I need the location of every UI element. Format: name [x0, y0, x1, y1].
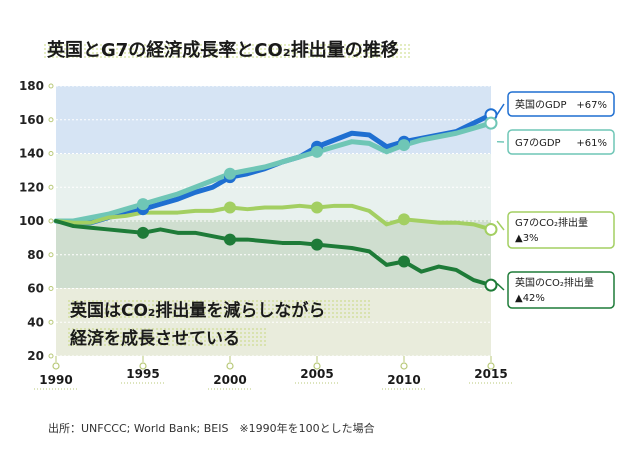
legend-connector [496, 220, 505, 231]
y-tick-mark [48, 353, 54, 359]
y-tick-label: 100 [19, 214, 44, 228]
series-marker-3 [398, 255, 410, 268]
y-tick-label: 80 [27, 248, 44, 262]
legend-label: G7のGDP [515, 138, 561, 149]
annotation-line-2: 経済を成長させている [70, 328, 240, 349]
series-line-3 [54, 219, 493, 288]
series-line-2 [54, 203, 493, 232]
legend-connector [496, 282, 505, 291]
series-marker-1 [398, 139, 410, 152]
y-tick-label: 20 [27, 349, 44, 363]
legend-value: +61% [576, 138, 607, 149]
legend-label: 英国のCO₂排出量 [515, 276, 594, 289]
y-tick-mark [48, 286, 54, 291]
y-tick-label: 120 [19, 180, 44, 194]
y-tick-mark [48, 117, 54, 123]
y-tick-label: 140 [19, 147, 44, 161]
y-tick-mark [48, 184, 54, 190]
legend-value: ▲42% [515, 293, 545, 304]
series-marker-3 [224, 233, 236, 246]
x-tick-label: 2010 [387, 373, 420, 387]
series-marker-1 [224, 167, 236, 180]
y-tick-mark [48, 319, 54, 325]
series-marker-2 [398, 213, 410, 226]
y-tick-label: 60 [27, 282, 44, 296]
legend-box [507, 129, 615, 155]
y-tick-mark [48, 218, 54, 224]
series-marker-1 [137, 198, 149, 211]
x-tick-dot [52, 362, 60, 370]
series-marker-1 [311, 145, 323, 158]
x-tick-dot [400, 362, 408, 370]
x-tick-dot [313, 362, 321, 370]
x-tick-label: 2000 [213, 373, 246, 387]
series-end-marker-2 [484, 222, 498, 236]
x-tick-label: 2005 [300, 367, 333, 381]
x-tick-label: 2015 [474, 367, 507, 381]
legend-box [507, 91, 615, 117]
legend-label: 英国のGDP [515, 98, 566, 111]
series-end-marker-3 [484, 278, 498, 292]
x-tick-dot [487, 362, 495, 370]
source-note: 出所：UNFCCC; World Bank; BEIS ※1990年を100とし… [48, 422, 375, 435]
y-tick-label: 180 [19, 79, 44, 93]
legend-value: +67% [576, 100, 607, 111]
legend-connector [496, 103, 505, 116]
legend-box [507, 271, 615, 309]
x-tick-label: 1990 [39, 373, 72, 387]
series-end-marker-1 [484, 116, 498, 130]
y-tick-mark [48, 83, 54, 89]
legend-box [507, 211, 615, 249]
y-tick-label: 40 [27, 315, 44, 329]
x-tick-dot [139, 362, 147, 370]
series-line-1 [53, 120, 494, 224]
series-marker-3 [311, 238, 323, 251]
y-tick-label: 160 [19, 113, 44, 127]
series-marker-3 [137, 226, 149, 239]
series-marker-2 [311, 201, 323, 214]
series-marker-2 [224, 201, 236, 214]
x-tick-dot [226, 362, 234, 370]
legend-value: ▲3% [515, 233, 539, 244]
legend-label: G7のCO₂排出量 [515, 216, 588, 229]
y-tick-mark [48, 252, 54, 258]
chart-title: 英国とG7の経済成長率とCO₂排出量の推移 [46, 39, 399, 61]
annotation-line-1: 英国はCO₂排出量を減らしながら [70, 300, 325, 321]
y-tick-mark [48, 151, 54, 156]
x-tick-label: 1995 [126, 367, 159, 381]
